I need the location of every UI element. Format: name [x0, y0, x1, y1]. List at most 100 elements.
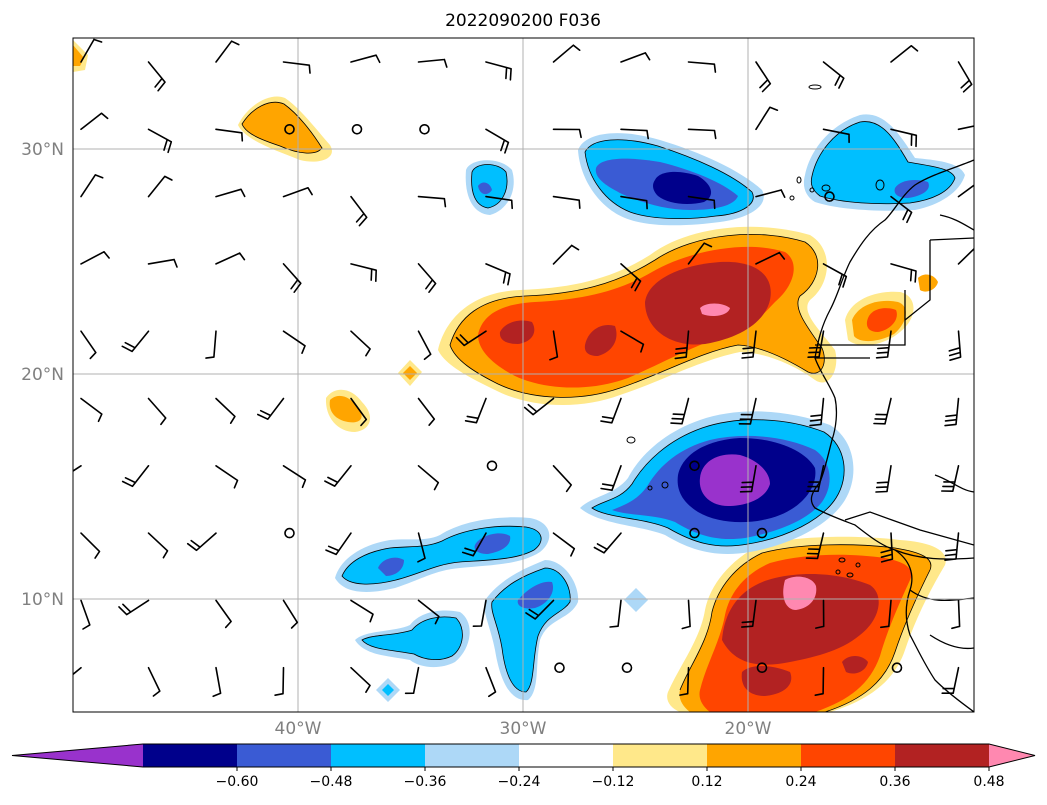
wind-barb	[805, 532, 825, 560]
colorbar-segment	[519, 744, 614, 767]
lat-label-20n: 20°N	[21, 365, 64, 385]
wind-barb	[944, 397, 960, 427]
wind-barb	[464, 397, 487, 424]
wind-barb	[282, 187, 313, 198]
wind-barb-calm	[284, 124, 295, 135]
wind-barb	[80, 397, 103, 423]
wind-barb	[890, 128, 918, 148]
longitude-labels: 40°W 30°W 20°W	[275, 719, 772, 739]
colorbar-segment	[895, 744, 990, 767]
wind-barb	[681, 599, 691, 630]
wind-barb	[620, 263, 642, 292]
wind-barb-calm	[756, 662, 768, 674]
lat-label-30n: 30°N	[21, 140, 64, 160]
wind-barb	[80, 38, 103, 63]
colorbar-segment	[613, 744, 708, 767]
wind-barb	[739, 465, 757, 493]
colorbar-segment	[801, 744, 896, 767]
wind-barb	[552, 532, 576, 557]
wind-barb	[282, 599, 299, 629]
wind-barb	[80, 251, 110, 265]
wind-barb	[552, 128, 582, 139]
wind-barb	[257, 397, 285, 420]
islands	[626, 84, 885, 578]
wind-barb	[282, 61, 311, 74]
wind-barb	[73, 465, 82, 472]
wind-barb	[957, 247, 974, 265]
wind-barb	[215, 128, 244, 142]
wind-barb	[147, 258, 178, 268]
wind-barb-calm	[486, 460, 498, 472]
wind-barb	[215, 465, 239, 489]
wind-barb	[147, 666, 161, 697]
wind-barb	[875, 465, 892, 493]
wind-barb	[215, 188, 246, 198]
wind-barb	[873, 397, 892, 425]
wind-barb	[417, 465, 440, 491]
wind-barb	[274, 666, 285, 696]
lon-label-40w: 40°W	[275, 719, 322, 739]
gridlines	[73, 38, 974, 712]
wind-barb-calm	[554, 662, 565, 674]
colorbar-tick-label: −0.12	[592, 774, 635, 790]
wind-barb	[822, 128, 850, 144]
wind-barb	[417, 58, 448, 68]
wind-barb	[687, 61, 717, 73]
wind-barb-calm	[891, 662, 903, 674]
wind-barb	[941, 666, 960, 694]
wind-barb	[806, 465, 825, 492]
wind-barb	[215, 40, 240, 63]
wind-barb	[417, 532, 426, 563]
wind-barb	[890, 45, 919, 63]
wind-barb	[957, 61, 973, 93]
wind-barb	[809, 397, 825, 427]
colorbar-tick-label: −0.36	[404, 774, 447, 790]
wind-barb	[755, 61, 772, 93]
wind-barbs	[73, 38, 974, 698]
wind-barb	[890, 195, 913, 224]
wind-barb-calm	[621, 662, 633, 674]
wind-barb	[417, 330, 432, 361]
wind-barb	[215, 599, 232, 629]
wind-barb	[485, 263, 511, 286]
wind-barb	[815, 599, 825, 629]
wind-barb	[121, 330, 150, 353]
wind-barb	[147, 397, 167, 426]
wind-barb	[215, 252, 246, 265]
wind-barb	[951, 599, 961, 630]
colorbar-outline	[11, 743, 1036, 768]
wind-barb	[212, 666, 222, 698]
wind-barb-calm	[351, 124, 363, 135]
wind-barb-calm	[689, 460, 700, 472]
wind-barb	[73, 666, 82, 676]
wind-barb	[485, 666, 497, 698]
colorbar-segment	[425, 744, 520, 767]
map-area	[73, 38, 974, 712]
wind-barb	[890, 263, 917, 283]
colorbar-segment	[331, 744, 426, 767]
wind-barb	[600, 397, 622, 424]
wind-barb	[687, 128, 717, 140]
wind-barb	[552, 465, 572, 493]
wind-barb	[620, 330, 645, 353]
wind-barb-calm	[756, 527, 768, 539]
wind-barb	[523, 397, 555, 416]
wind-barb	[600, 465, 622, 491]
wind-barb	[807, 330, 825, 358]
wind-barb	[121, 465, 150, 488]
wind-barb-calm	[419, 124, 430, 135]
wind-barb	[620, 195, 648, 210]
wind-barb	[875, 330, 892, 359]
wind-barb	[350, 195, 368, 227]
wind-barb	[350, 397, 368, 427]
wind-barb	[822, 61, 845, 89]
wind-barb	[186, 532, 217, 552]
colorbar-segment	[143, 744, 238, 767]
wind-barb	[687, 195, 716, 210]
contour-lines	[241, 101, 956, 712]
wind-barb	[350, 666, 371, 693]
wind-barb	[670, 397, 690, 425]
wind-barb	[755, 106, 779, 131]
wind-barb	[738, 397, 757, 425]
lat-label-10n: 10°N	[21, 590, 64, 610]
